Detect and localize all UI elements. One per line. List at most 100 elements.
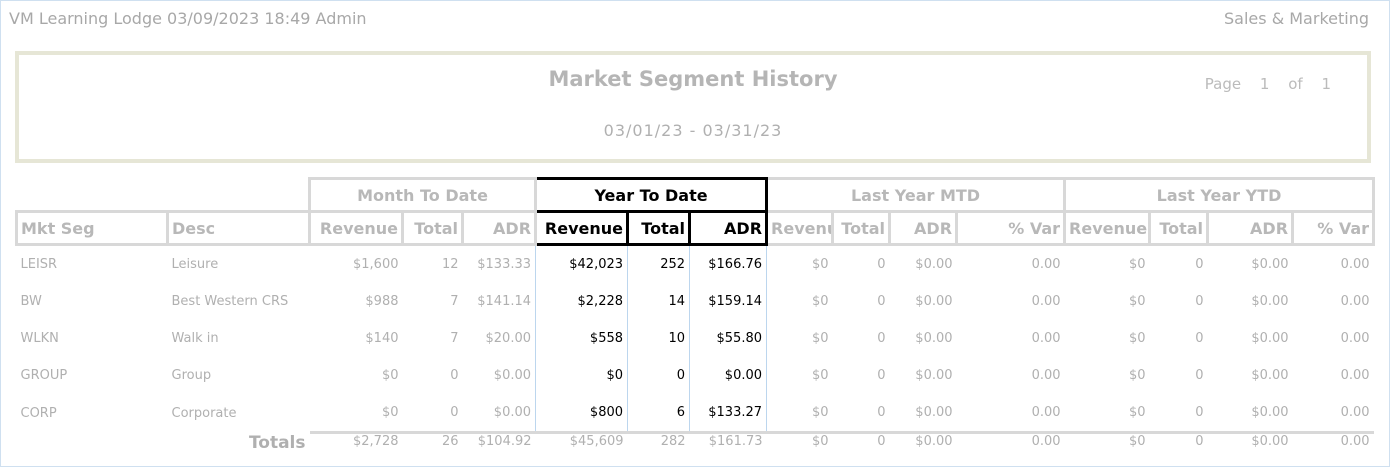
table-cell: 0.00 (1031, 257, 1061, 272)
table-cell: 0.00 (1340, 294, 1370, 309)
table-cell: $0 (1128, 294, 1146, 309)
total-cell: 0 (1149, 431, 1208, 456)
report-title-box: Market Segment History 03/01/23 - 03/31/… (15, 51, 1371, 163)
table-cell: CORP (20, 405, 57, 421)
table-cell: $0.00 (1251, 331, 1289, 346)
table-cell: 0.00 (1031, 331, 1061, 346)
column-header[interactable]: Revenue (308, 210, 404, 246)
table-cell: $20.00 (485, 331, 532, 346)
table-cell: $0 (811, 257, 829, 272)
table-cell: Walk in (171, 331, 219, 346)
table-cell: Group (171, 368, 212, 383)
table-cell: $2,228 (535, 283, 629, 320)
table-cell: $0.00 (915, 405, 953, 420)
table-cell: 6 (676, 405, 686, 420)
table-cell: $0 (1128, 257, 1146, 272)
table-cell: $0 (811, 294, 829, 309)
column-header[interactable]: Total (1148, 210, 1210, 246)
column-header[interactable]: Mkt Seg (15, 210, 169, 246)
table-cell: $42,023 (535, 244, 629, 283)
total-cell: $161.73 (689, 431, 767, 456)
table-cell: 0.00 (1031, 368, 1061, 383)
table-cell: $0.00 (1251, 294, 1289, 309)
table-cell: $55.80 (689, 320, 768, 357)
table-cell: 0 (877, 257, 886, 272)
table-cell: $800 (535, 394, 629, 433)
table-cell: 0 (676, 368, 686, 383)
header-info: VM Learning Lodge 03/09/2023 18:49 Admin (9, 9, 367, 28)
page-number: 1 (1259, 75, 1270, 93)
table-cell: $558 (535, 320, 629, 357)
total-cell: $0.00 (889, 431, 957, 456)
table-cell: $0.00 (1251, 257, 1289, 272)
column-header[interactable]: Total (626, 210, 692, 246)
table-cell: 14 (668, 294, 686, 309)
table-cell: $0.00 (493, 368, 532, 383)
table-cell: $0.00 (1251, 405, 1289, 420)
table-cell: 0 (450, 405, 459, 420)
column-header[interactable]: Total (831, 210, 892, 246)
column-header[interactable]: ADR (888, 210, 959, 246)
table-cell: $0.00 (1251, 368, 1289, 383)
table-cell: 0.00 (1340, 368, 1370, 383)
table-cell: 0 (1195, 405, 1204, 420)
column-header[interactable]: Desc (166, 210, 311, 246)
report-title: Market Segment History (548, 67, 838, 91)
group-header: Year To Date (534, 177, 769, 213)
table-cell: $166.76 (689, 244, 768, 283)
total-cell: $2,728 (309, 431, 403, 456)
column-header[interactable]: Revenue (765, 210, 835, 246)
table-cell: $0 (1128, 405, 1146, 420)
page-label: Page (1204, 75, 1242, 93)
column-header[interactable]: ADR (688, 210, 769, 246)
total-cell: 0 (832, 431, 890, 456)
totals-row: Totals $2,728 26 $104.92 $45,609 282 $161.73 $0… (17, 431, 1374, 456)
table-cell: 0.00 (1340, 257, 1370, 272)
total-cell: $45,609 (535, 431, 628, 456)
table-cell: $988 (365, 294, 399, 309)
table-cell: Corporate (171, 405, 237, 421)
table-cell: 7 (450, 331, 459, 346)
table-cell: $0 (1128, 331, 1146, 346)
column-header[interactable]: Total (401, 210, 464, 246)
table-row[interactable]: CORP Corporate $0 0 $0.00 $800 6 $133.27 $0 0 $0.0… (17, 394, 1374, 433)
total-cell: $0.00 (1207, 431, 1293, 456)
column-header[interactable]: ADR (1206, 210, 1295, 246)
table-cell: $0 (811, 331, 829, 346)
column-header-row: Mkt Seg Desc Revenue Total ADR Revenue Total AD… (15, 210, 1376, 246)
column-header[interactable]: % Var (1291, 210, 1376, 246)
table-cell: $0.00 (689, 357, 768, 394)
table-cell: 0.00 (1340, 331, 1370, 346)
table-cell: $159.14 (689, 283, 768, 320)
page-count: 1 (1321, 75, 1331, 93)
table-cell: $0 (535, 357, 629, 394)
table-row[interactable]: BW Best Western CRS $988 7 $141.14 $2,228 14 $1… (17, 283, 1374, 320)
date-range: 03/01/23 - 03/31/23 (603, 121, 783, 140)
table-cell: 252 (660, 257, 686, 272)
header-department: Sales & Marketing (1224, 9, 1369, 28)
table-cell: WLKN (20, 331, 59, 346)
table-row[interactable]: LEISR Leisure $1,600 12 $133.33 $42,023 252 $16… (17, 244, 1374, 283)
total-cell: 26 (402, 431, 463, 456)
table-cell: 7 (450, 294, 459, 309)
total-cell: 0.00 (956, 431, 1065, 456)
table-cell: $0.00 (915, 257, 953, 272)
table-row[interactable]: GROUP Group $0 0 $0.00 $0 0 $0.00 $0 0 $0.00 0.00 $0… (17, 357, 1374, 394)
table-cell: $0.00 (915, 331, 953, 346)
table-cell: Leisure (171, 257, 219, 272)
total-cell: 0.00 (1292, 431, 1374, 456)
column-header[interactable]: Revenue (1063, 210, 1152, 246)
blank-header (16, 178, 310, 213)
total-cell: $0 (1064, 431, 1150, 456)
total-cell: 282 (627, 431, 690, 456)
group-header: Month To Date (307, 177, 538, 213)
table-cell: $0 (381, 368, 399, 383)
group-header: Last Year MTD (765, 177, 1067, 213)
table-cell: BW (20, 294, 42, 309)
column-header[interactable]: Revenue (534, 210, 630, 246)
table-row[interactable]: WLKN Walk in $140 7 $20.00 $558 10 $55.80 $0 0 $0.… (17, 320, 1374, 357)
column-header[interactable]: % Var (955, 210, 1067, 246)
table-cell: $0 (381, 405, 399, 420)
column-header[interactable]: ADR (460, 210, 538, 246)
table-cell: $0.00 (493, 405, 532, 420)
